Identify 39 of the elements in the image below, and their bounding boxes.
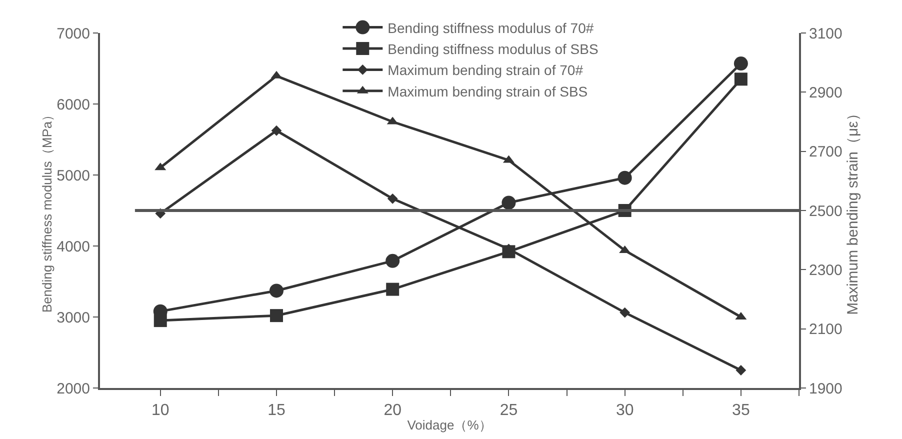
x-tick-label: 15 [268,402,286,420]
point [618,170,632,185]
y2-tick-label: 2300 [809,262,842,279]
point [736,365,746,376]
y-tick-label: 3000 [56,309,90,326]
legend-label: Bending stiffness modulus of 70# [388,20,594,36]
x-tick-label: 30 [616,402,634,420]
x-axis-title: Voidage（%） [407,417,492,432]
y2-tick-label: 2700 [809,144,842,161]
y-tick-label: 5000 [56,167,90,184]
point [734,72,748,86]
point [620,307,630,318]
point [270,309,283,322]
y2-tick-label: 2900 [809,84,842,102]
y2-tick-label: 1900 [809,380,842,398]
x-tick-label: 10 [151,402,170,420]
y-tick-label: 6000 [56,96,90,114]
x-tick-label: 25 [500,402,518,420]
y2-axis-title: Maximum bending strain（με） [844,106,862,315]
point [734,56,748,71]
point [386,282,400,296]
y-tick-label: 7000 [56,25,90,42]
point [154,314,167,328]
legend-label: Bending stiffness modulus of SBS [388,40,598,57]
y-tick-label: 2000 [56,380,90,398]
y-tick-label: 4000 [56,238,90,256]
point [387,193,398,204]
y2-tick-label: 3100 [809,25,842,42]
y-axis-title: Bending stiffness modulus（MPa） [40,108,55,313]
x-tick-label: 35 [732,402,750,420]
y2-tick-label: 2100 [809,321,842,338]
legend-label: Maximum bending strain of SBS [388,83,588,100]
legend-label: Maximum bending strain of 70# [388,62,584,78]
point [502,196,516,210]
y2-tick-label: 2500 [809,202,842,220]
point [271,125,282,136]
x-tick-label: 20 [384,402,402,420]
point [386,254,400,268]
point [269,284,284,298]
